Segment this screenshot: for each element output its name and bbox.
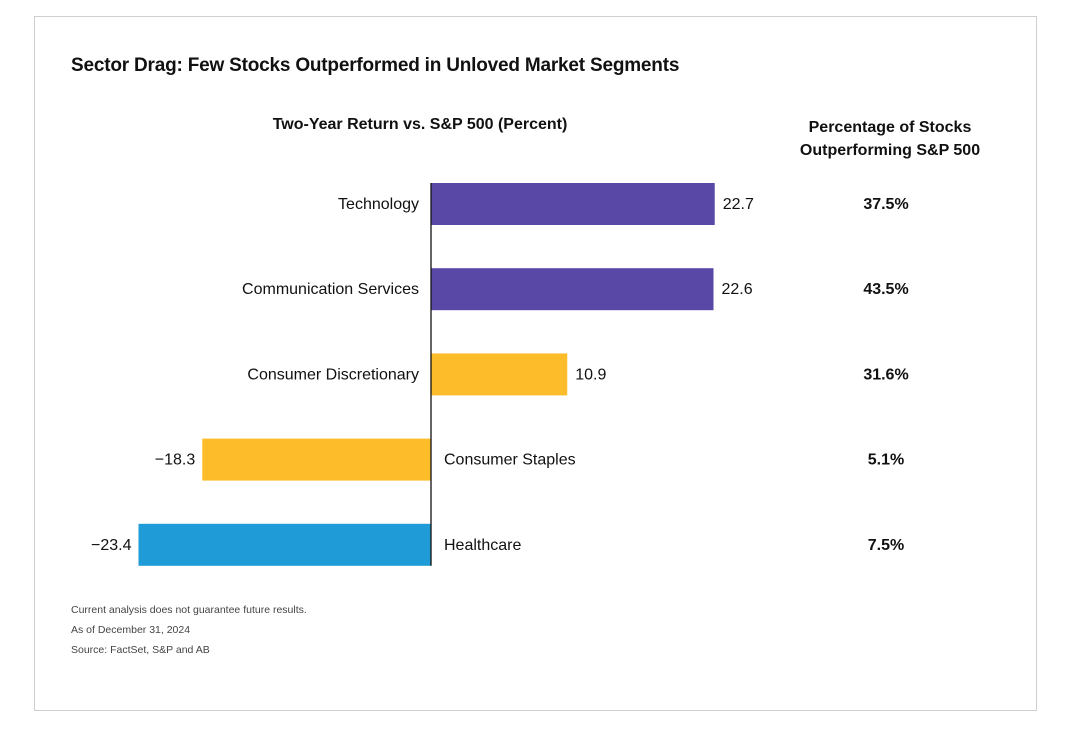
category-label: Healthcare — [444, 537, 521, 554]
pct-outperforming-value: 43.5% — [863, 281, 908, 298]
pct-outperforming-value: 37.5% — [863, 196, 908, 213]
right-heading-line-2: Outperforming S&P 500 — [799, 142, 981, 159]
value-label: 10.9 — [575, 366, 606, 383]
footnote-date: As of December 31, 2024 — [71, 624, 191, 636]
value-label: −23.4 — [91, 537, 132, 554]
footnote-disclaimer: Current analysis does not guarantee futu… — [71, 604, 307, 616]
category-label: Technology — [338, 196, 419, 213]
category-label: Consumer Staples — [444, 452, 576, 469]
pct-outperforming-value: 31.6% — [863, 366, 908, 383]
value-label: 22.6 — [722, 281, 753, 298]
category-label: Communication Services — [242, 281, 419, 298]
bar-consumer-discretionary — [431, 353, 568, 396]
pct-outperforming-value: 7.5% — [868, 537, 904, 554]
bar-healthcare — [138, 523, 431, 566]
bar-consumer-staples — [202, 438, 431, 481]
value-label: −18.3 — [155, 452, 196, 469]
category-label: Consumer Discretionary — [247, 366, 419, 383]
right-heading-line-1: Percentage of Stocks — [808, 119, 972, 136]
footnote-source: Source: FactSet, S&P and AB — [71, 644, 210, 656]
left-column-heading: Two-Year Return vs. S&P 500 (Percent) — [272, 116, 568, 133]
right-column-heading: Percentage of Stocks Outperforming S&P 5… — [770, 116, 1010, 162]
chart-title: Sector Drag: Few Stocks Outperformed in … — [71, 55, 680, 76]
value-label: 22.7 — [723, 196, 754, 213]
bar-technology — [431, 183, 715, 225]
bar-communication-services — [431, 268, 714, 311]
footnotes: Current analysis does not guarantee futu… — [71, 600, 307, 660]
pct-outperforming-value: 5.1% — [868, 452, 904, 469]
